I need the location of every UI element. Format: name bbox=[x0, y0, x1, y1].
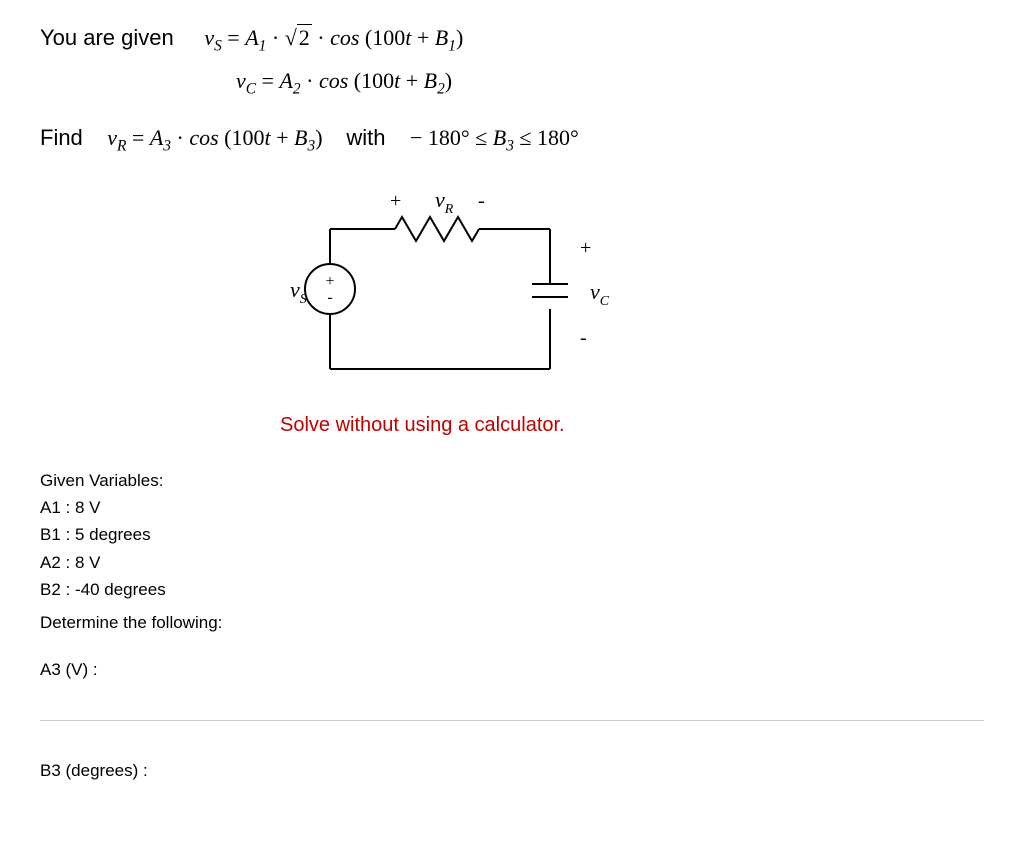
vr-plus: + bbox=[390, 190, 401, 212]
vr-minus: - bbox=[478, 190, 485, 212]
problem-statement: You are given vS = A1 · 2 · cos (100t + … bbox=[40, 20, 984, 159]
given-a2: A2 : 8 V bbox=[40, 549, 984, 576]
answer-a3-label: A3 (V) : bbox=[40, 660, 984, 680]
given-b1: B1 : 5 degrees bbox=[40, 521, 984, 548]
given-b2: B2 : -40 degrees bbox=[40, 576, 984, 603]
vs-label: vS bbox=[290, 277, 307, 307]
source-plus: + bbox=[325, 273, 334, 290]
with-label: with bbox=[346, 125, 385, 150]
equation-vc: vC = A2 · cos (100t + B2) bbox=[40, 63, 984, 102]
source-minus: - bbox=[327, 289, 332, 306]
find-label: Find bbox=[40, 125, 83, 150]
given-variables: Given Variables: A1 : 8 V B1 : 5 degrees… bbox=[40, 467, 984, 636]
given-a1: A1 : 8 V bbox=[40, 494, 984, 521]
divider bbox=[40, 720, 984, 721]
vc-minus: - bbox=[580, 327, 587, 349]
determine-label: Determine the following: bbox=[40, 609, 984, 636]
vr-label: vR bbox=[435, 187, 454, 217]
circuit-svg: + - vS + vR - + vC - bbox=[240, 179, 640, 389]
equation-vs: You are given vS = A1 · 2 · cos (100t + … bbox=[40, 20, 984, 59]
vc-label: vC bbox=[590, 279, 610, 309]
instruction-text: Solve without using a calculator. bbox=[40, 414, 984, 437]
intro-label: You are given bbox=[40, 25, 174, 50]
given-header: Given Variables: bbox=[40, 467, 984, 494]
circuit-diagram: + - vS + vR - + vC - bbox=[40, 179, 984, 394]
problem-container: You are given vS = A1 · 2 · cos (100t + … bbox=[0, 0, 1024, 841]
vc-plus: + bbox=[580, 237, 591, 259]
answer-b3-label: B3 (degrees) : bbox=[40, 761, 984, 781]
equation-find: Find vR = A3 · cos (100t + B3) with − 18… bbox=[40, 120, 984, 159]
